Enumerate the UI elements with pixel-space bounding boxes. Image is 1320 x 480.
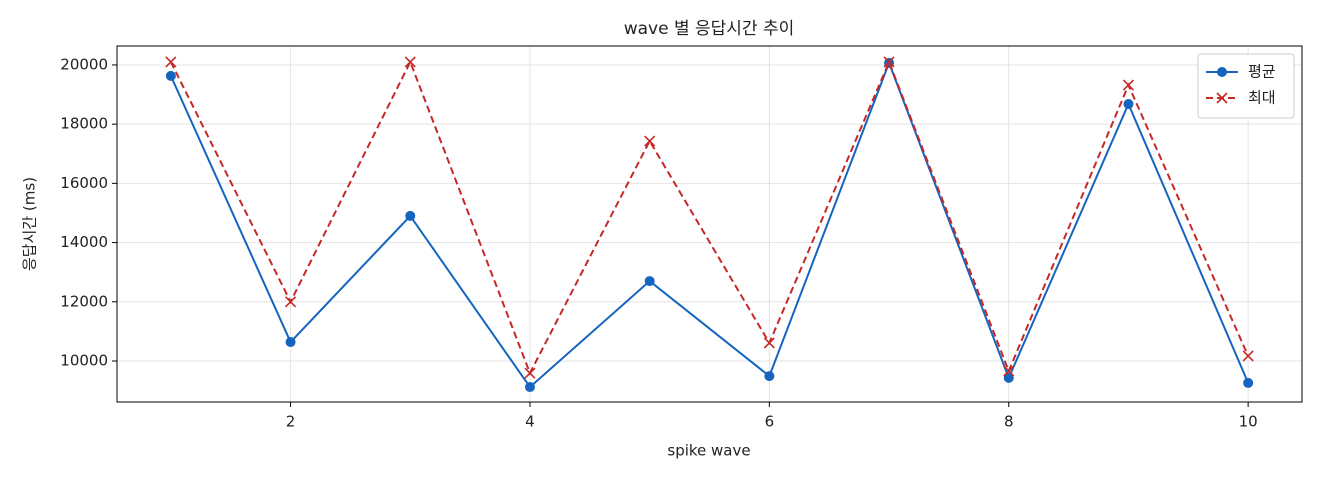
marker — [883, 56, 895, 68]
marker — [1242, 350, 1254, 362]
x-tick-label: 8 — [1004, 413, 1014, 431]
x-axis-label: spike wave — [667, 442, 750, 460]
legend-label: 평균 — [1248, 63, 1276, 81]
marker — [524, 382, 535, 393]
marker — [165, 56, 177, 68]
y-tick-label: 12000 — [60, 292, 108, 310]
legend-marker — [1216, 92, 1228, 104]
marker — [764, 371, 775, 382]
x-tick-label: 10 — [1239, 413, 1258, 431]
y-tick-label: 10000 — [60, 351, 108, 369]
line — [169, 60, 1250, 389]
marker — [284, 296, 297, 308]
marker — [644, 276, 655, 287]
marker — [165, 70, 176, 81]
marker — [1122, 79, 1135, 91]
y-tick-label: 14000 — [60, 233, 108, 251]
marker — [1243, 377, 1254, 388]
plot-frame — [116, 45, 1303, 403]
y-axis-label: 응답시간 (ms) — [21, 177, 39, 271]
x-tick-label: 6 — [765, 413, 775, 431]
marker — [524, 367, 536, 379]
marker — [1003, 365, 1015, 377]
marker — [404, 56, 416, 68]
chart-title: wave 별 응답시간 추이 — [624, 19, 795, 39]
marker — [1003, 372, 1014, 383]
x-tick-label: 2 — [286, 413, 296, 431]
marker — [644, 135, 656, 147]
line — [169, 59, 1250, 376]
legend-label: 최대 — [1248, 89, 1276, 107]
y-tick-label: 20000 — [60, 55, 108, 73]
marker — [405, 210, 416, 221]
y-tick-label: 16000 — [60, 174, 108, 192]
marker — [285, 337, 296, 348]
y-tick-label: 18000 — [60, 115, 108, 133]
marker — [763, 337, 775, 349]
legend-box — [1197, 53, 1295, 119]
legend-marker — [1217, 67, 1227, 77]
x-tick-label: 4 — [525, 413, 535, 431]
marker — [1123, 99, 1134, 110]
